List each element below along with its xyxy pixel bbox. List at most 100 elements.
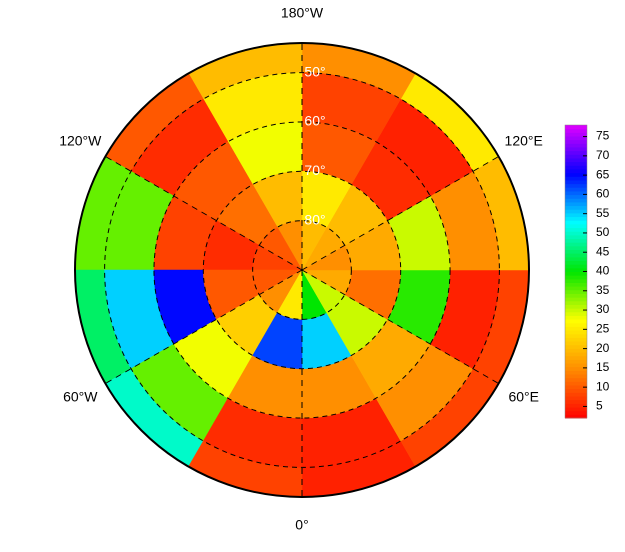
latitude-label: 60° xyxy=(304,113,325,129)
colorbar-tick-label: 5 xyxy=(596,399,603,413)
colorbar-step xyxy=(565,201,587,207)
colorbar-step xyxy=(565,414,587,419)
colorbar-step xyxy=(565,286,587,291)
colorbar-step xyxy=(565,227,587,232)
meridian xyxy=(105,269,303,384)
colorbar-step xyxy=(565,150,587,155)
colorbar-step xyxy=(565,260,587,265)
colorbar-tick-label: 20 xyxy=(596,341,610,355)
colorbar-step xyxy=(565,238,587,243)
colorbar-step xyxy=(565,385,587,390)
colorbar-step xyxy=(565,333,587,338)
longitude-label: 60°W xyxy=(63,389,98,405)
colorbar-step xyxy=(565,399,587,404)
colorbar-step xyxy=(565,256,587,262)
colorbar-tick-label: 15 xyxy=(596,360,610,374)
colorbar-step xyxy=(565,289,587,294)
colorbar-step xyxy=(565,253,587,258)
colorbar-step xyxy=(565,344,587,349)
colorbar-step xyxy=(565,359,587,364)
colorbar-step xyxy=(565,128,587,133)
latitude-circle xyxy=(202,170,402,370)
colorbar-step xyxy=(565,410,587,415)
colorbar-tick-label: 75 xyxy=(596,129,610,143)
colorbar: 5 10 15 20 25 30 35 40 45 50 55 60 65 70 75 xyxy=(564,124,610,419)
colorbar-step xyxy=(565,322,587,327)
colorbar-tick-label: 60 xyxy=(596,187,610,201)
colorbar-step xyxy=(565,403,587,408)
colorbar-step xyxy=(565,381,587,386)
colorbar-step xyxy=(565,396,587,401)
colorbar-step xyxy=(565,143,587,148)
colorbar-step xyxy=(565,267,587,272)
colorbar-step xyxy=(565,183,587,188)
longitude-label: 0° xyxy=(295,517,308,533)
colorbar-step xyxy=(565,308,587,313)
colorbar-tick-label: 25 xyxy=(596,322,610,336)
colorbar-step xyxy=(565,146,587,152)
colorbar-tick-label: 50 xyxy=(596,225,610,239)
longitude-label: 180°W xyxy=(281,5,324,21)
colorbar-tick-label: 55 xyxy=(596,206,610,220)
colorbar-step xyxy=(565,366,587,371)
colorbar-step xyxy=(565,348,587,353)
colorbar-step xyxy=(565,293,587,298)
colorbar-step xyxy=(565,264,587,269)
colorbar-step xyxy=(565,198,587,203)
colorbar-step xyxy=(565,311,587,316)
colorbar-tick-label: 45 xyxy=(596,244,610,258)
colorbar-step xyxy=(565,337,587,342)
colorbar-step xyxy=(565,278,587,283)
colorbar-step xyxy=(565,271,587,276)
colorbar-step xyxy=(565,132,587,137)
colorbar-step xyxy=(565,355,587,360)
colorbar-tick-label: 35 xyxy=(596,283,610,297)
colorbar-step xyxy=(565,125,587,130)
colorbar-step xyxy=(565,161,587,166)
colorbar-step xyxy=(565,165,587,170)
colorbar-step xyxy=(565,157,587,163)
colorbar-step xyxy=(565,275,587,280)
colorbar-step xyxy=(565,363,587,368)
meridian xyxy=(105,156,303,271)
meridian xyxy=(301,269,499,384)
colorbar-step xyxy=(565,377,587,382)
colorbar-step xyxy=(565,370,587,375)
colorbar-tick-label: 70 xyxy=(596,148,610,162)
colorbar-step xyxy=(565,190,587,196)
colorbar-step xyxy=(565,374,587,379)
colorbar-step xyxy=(565,326,587,331)
colorbar-step xyxy=(565,297,587,302)
colorbar-tick-label: 40 xyxy=(596,264,610,278)
colorbar-step xyxy=(565,205,587,210)
colorbar-step xyxy=(565,220,587,225)
colorbar-step xyxy=(565,407,587,412)
colorbar-step xyxy=(565,216,587,221)
colorbar-step xyxy=(565,315,587,320)
colorbar-step xyxy=(565,135,587,141)
latitude-label: 80° xyxy=(304,211,325,227)
latitude-label: 70° xyxy=(304,162,325,178)
colorbar-step xyxy=(565,168,587,174)
colorbar-step xyxy=(565,231,587,236)
colorbar-step xyxy=(565,139,587,144)
colorbar-tick-label: 30 xyxy=(596,302,610,316)
colorbar-tick-label: 10 xyxy=(596,379,610,393)
data-grid xyxy=(74,42,530,498)
longitude-label: 120°W xyxy=(59,133,102,149)
colorbar-step xyxy=(565,319,587,324)
colorbar-step xyxy=(565,172,587,177)
latitude-circle xyxy=(104,72,500,468)
longitude-label: 120°E xyxy=(505,133,543,149)
colorbar-step xyxy=(565,341,587,346)
longitude-label: 60°E xyxy=(508,389,539,405)
colorbar-step xyxy=(565,209,587,214)
colorbar-tick-label: 65 xyxy=(596,167,610,181)
colorbar-step xyxy=(565,234,587,240)
latitude-label: 50° xyxy=(304,63,325,79)
colorbar-step xyxy=(565,212,587,218)
colorbar-step xyxy=(565,330,587,335)
colorbar-step xyxy=(565,194,587,199)
colorbar-step xyxy=(565,245,587,251)
map-border xyxy=(74,42,530,498)
